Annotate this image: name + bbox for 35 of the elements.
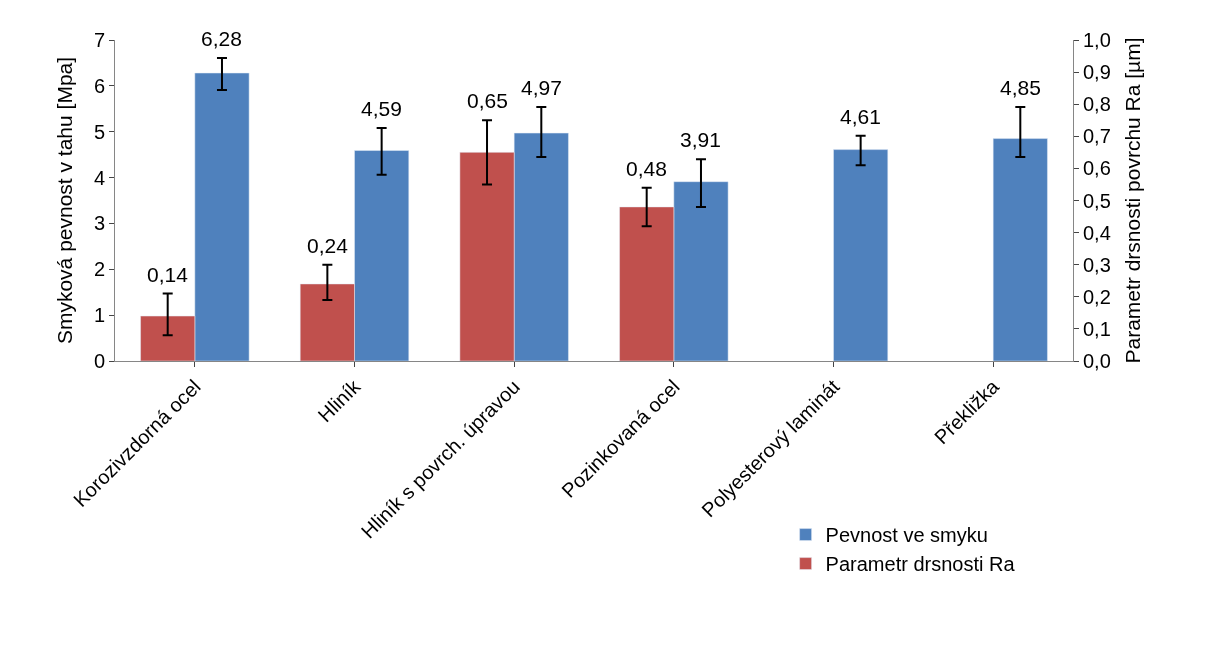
y-tick-label: 4 [93,166,105,189]
data-label: 0,65 [467,89,508,112]
data-label: 4,61 [840,105,881,128]
y-axis-title: Smyková pevnost v tahu [Mpa] [53,56,77,345]
data-label: 4,85 [1000,76,1041,99]
y2-tick-label: 0,9 [1083,61,1111,84]
legend-label: Pevnost ve smyku [825,524,988,547]
y2-tick-label: 0,1 [1083,317,1111,340]
y2-tick-label: 1,0 [1083,29,1111,51]
y2-axis-title: Parametr drsnosti povrchu Ra [µm] [1121,37,1145,364]
y2-tick-label: 0,3 [1083,253,1111,276]
data-label: 3,91 [680,128,721,151]
y2-tick-label: 0,6 [1083,157,1111,180]
y-tick-label: 0 [93,350,105,372]
data-label: 6,28 [201,27,242,50]
data-label: 0,14 [147,263,189,286]
data-label: 4,97 [521,76,562,99]
y2-tick-label: 0,5 [1083,189,1111,212]
y-tick-label: 5 [93,120,105,143]
bar [992,138,1048,361]
bar [833,149,889,361]
y2-tick-label: 0,8 [1083,93,1111,116]
y-tick-label: 3 [93,212,105,235]
y-tick-label: 2 [93,258,105,281]
y2-tick-label: 0,7 [1083,125,1111,148]
legend-label: Parametr drsnosti Ra [825,553,1016,576]
data-label: 0,48 [626,157,667,180]
data-label: 4,59 [361,97,402,120]
y-tick-label: 7 [93,29,105,51]
y-tick-label: 1 [93,304,105,327]
y2-tick-label: 0,0 [1083,350,1111,372]
y2-tick-label: 0,2 [1083,285,1111,308]
data-label: 0,24 [307,234,349,257]
y-tick-label: 6 [93,74,105,97]
y2-tick-label: 0,4 [1083,221,1111,244]
